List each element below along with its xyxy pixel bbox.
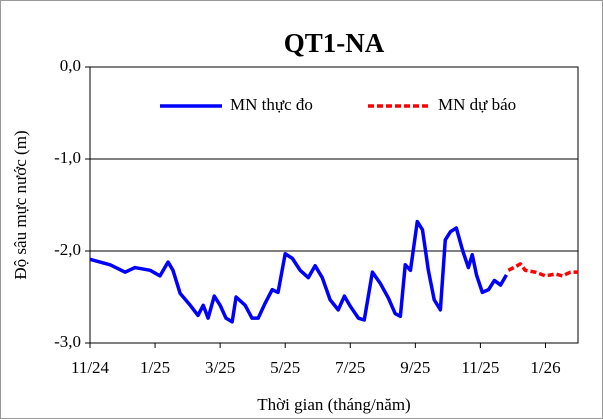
x-tick-label: 7/25 — [335, 358, 365, 377]
series-line — [507, 262, 578, 278]
x-tick-label: 1/25 — [140, 358, 170, 377]
y-tick-label: -2,0 — [54, 240, 81, 259]
x-axis-label: Thời gian (tháng/năm) — [257, 395, 410, 414]
series-line — [89, 219, 508, 324]
x-tick-label: 11/24 — [71, 358, 110, 377]
y-axis-label: Độ sâu mực nước (m) — [11, 130, 30, 279]
y-tick-label: -1,0 — [54, 148, 81, 167]
x-tick-label: 5/25 — [270, 358, 300, 377]
plot-area — [89, 66, 579, 344]
x-tick-label: 1/26 — [530, 358, 560, 377]
legend-label: MN thực đo — [230, 95, 313, 114]
x-tick-label: 3/25 — [205, 358, 235, 377]
x-tick-label: 11/25 — [461, 358, 499, 377]
chart-title: QT1-NA — [284, 28, 385, 58]
x-tick-label: 9/25 — [400, 358, 430, 377]
y-tick-label: 0,0 — [60, 56, 81, 75]
legend-label: MN dự báo — [438, 95, 516, 114]
y-tick-label: -3,0 — [54, 332, 81, 351]
